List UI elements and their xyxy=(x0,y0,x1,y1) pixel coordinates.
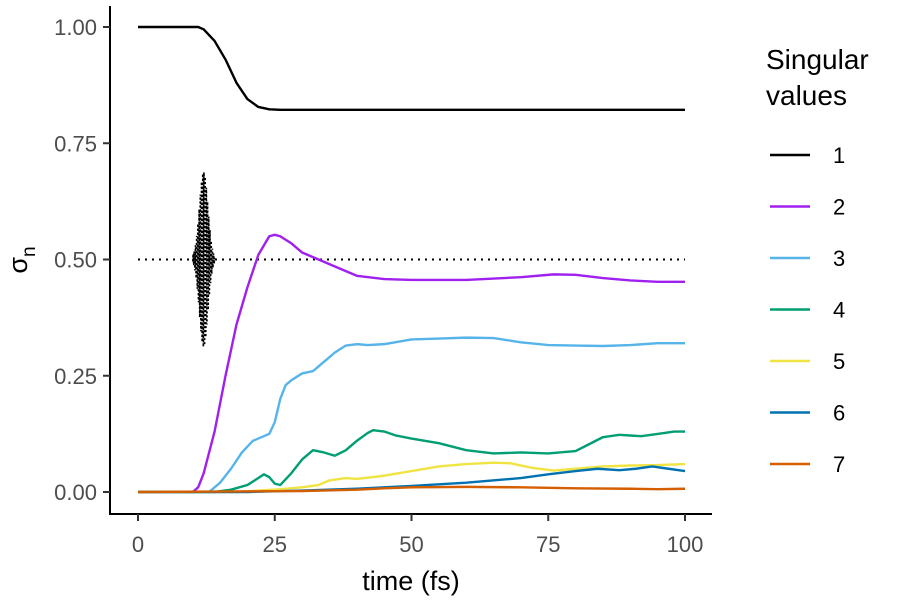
legend-label-5: 5 xyxy=(833,349,845,374)
y-axis-title-main: σ xyxy=(3,257,33,274)
legend-label-2: 2 xyxy=(833,195,845,220)
legend: Singular values 1 2 3 4 5 6 7 xyxy=(766,44,869,477)
x-tick-label: 0 xyxy=(132,532,144,557)
svg-text:σn: σn xyxy=(3,246,40,273)
legend-title-line2: values xyxy=(766,80,847,111)
y-tick-label: 0.25 xyxy=(54,364,97,389)
legend-label-6: 6 xyxy=(833,401,845,426)
y-tick-label: 0.00 xyxy=(54,480,97,505)
plot-area xyxy=(137,25,686,494)
x-tick-label: 100 xyxy=(667,532,704,557)
legend-title-line1: Singular xyxy=(766,44,869,75)
series-line-1 xyxy=(138,25,685,111)
x-tick-label: 75 xyxy=(536,532,560,557)
legend-label-3: 3 xyxy=(833,246,845,271)
series-line-7 xyxy=(137,485,686,494)
y-ticks: 0.00 0.25 0.50 0.75 1.00 xyxy=(54,15,110,505)
series-line-5 xyxy=(138,461,686,494)
y-tick-label: 1.00 xyxy=(54,15,97,40)
legend-label-7: 7 xyxy=(833,452,845,477)
y-axis-title: σn xyxy=(3,246,40,273)
series-line-3 xyxy=(138,336,685,494)
series-line-4 xyxy=(138,428,685,494)
series-line-2 xyxy=(138,233,685,494)
legend-label-4: 4 xyxy=(833,298,845,323)
pulse-line xyxy=(191,169,216,350)
legend-label-1: 1 xyxy=(833,143,845,168)
x-axis-title: time (fs) xyxy=(362,566,460,596)
legend-items: 1 2 3 4 5 6 7 xyxy=(770,143,845,477)
y-axis-title-subscript: n xyxy=(19,246,40,257)
x-ticks: 0 25 50 75 100 xyxy=(132,514,703,557)
y-tick-label: 0.75 xyxy=(54,131,97,156)
y-tick-label: 0.50 xyxy=(54,248,97,273)
x-tick-label: 50 xyxy=(399,532,423,557)
x-tick-label: 25 xyxy=(263,532,287,557)
